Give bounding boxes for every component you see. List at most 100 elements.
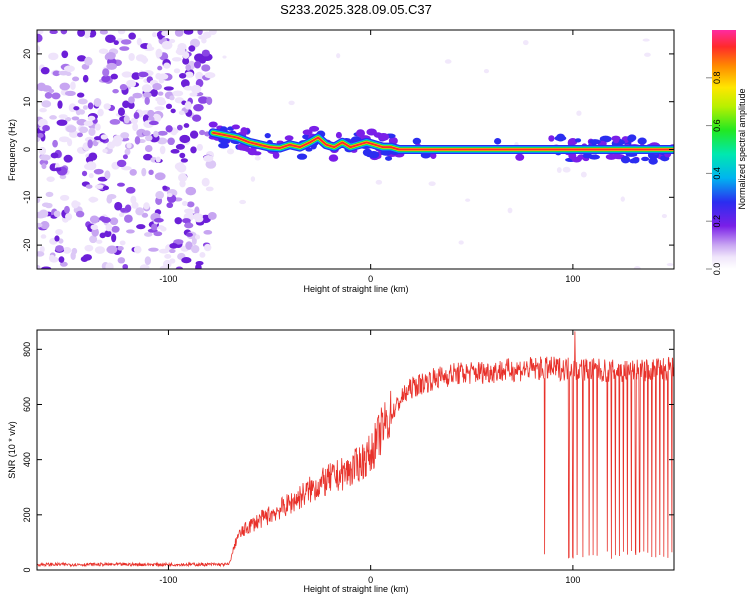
- spectrogram-noise-cell: [201, 177, 210, 187]
- spectrogram-noise-cell: [97, 176, 108, 182]
- spectrogram-noise-cell: [44, 202, 53, 209]
- spectrogram-noise-cell: [48, 88, 55, 94]
- spectrogram-noise-cell: [200, 56, 211, 61]
- spectrogram-noise-cell: [185, 64, 192, 71]
- spectrogram-noise-cell: [116, 159, 127, 168]
- spectrogram-noise-cell: [181, 200, 188, 206]
- spectrogram-noise-cell: [105, 51, 116, 60]
- spectrogram-noise-cell: [136, 37, 142, 46]
- spectrogram-noise-cell: [183, 123, 190, 128]
- spectrogram-noise-cell: [58, 70, 69, 76]
- spectrogram-y-tick-label: 20: [22, 49, 32, 59]
- spectrogram-noise-cell: [133, 111, 140, 120]
- spectrogram-faint-cell: [239, 199, 247, 205]
- spectrogram-noise-cell: [124, 214, 133, 223]
- spectrogram-x-ticks: -100 0 100: [159, 30, 580, 284]
- spectrogram-noise-cell: [106, 245, 118, 254]
- spectrogram-noise-cell: [89, 235, 98, 244]
- spectrogram-noise-cell: [155, 72, 162, 80]
- spectrogram-x-tick-label: 100: [565, 274, 580, 284]
- colorbar-tick-label: 0.2: [712, 215, 722, 228]
- spectrogram-noise-cell: [37, 222, 43, 228]
- spectrogram-noise-cell: [119, 240, 126, 246]
- spectrogram-noise-cell: [146, 43, 152, 51]
- spectrogram-noise-cell: [153, 130, 159, 138]
- spectrogram-noise-cell: [148, 169, 154, 176]
- spectrogram-noise-cell: [196, 143, 203, 151]
- spectrogram-ridge-cell: [309, 125, 320, 132]
- snr-frame: [36, 329, 675, 571]
- spectrogram-noise-cell: [49, 115, 57, 120]
- spectrogram-noise-cell: [78, 109, 86, 115]
- spectrogram-faint-cell: [556, 167, 562, 173]
- spectrogram-noise-cell: [175, 266, 184, 269]
- spectrogram-ridge-cell: [247, 148, 257, 156]
- spectrogram-noise-cell: [95, 239, 103, 244]
- spectrogram-noise-cell: [128, 96, 135, 104]
- snr-ylabel: SNR (10 * v/v): [7, 421, 17, 479]
- spectrogram-noise-cell: [110, 73, 118, 80]
- spectrogram-ridge-cell: [368, 150, 380, 159]
- spectrogram-noise-cell: [171, 57, 182, 62]
- spectrogram-noise-cell: [58, 238, 64, 244]
- spectrogram-noise-cell: [93, 97, 102, 107]
- spectrogram-noise-cell: [124, 148, 131, 156]
- spectrogram-noise-cell: [76, 92, 85, 98]
- spectrogram-noise-cell: [163, 62, 171, 69]
- spectrogram-noise-cell: [143, 232, 153, 237]
- spectrogram-noise-cell: [123, 115, 130, 124]
- spectrogram-noise-cell: [83, 120, 94, 127]
- spectrogram-faint-cell: [644, 52, 651, 57]
- spectrogram-noise-cell: [153, 231, 163, 237]
- spectrogram-noise-cell: [157, 137, 168, 145]
- spectrogram-noise-cell: [181, 257, 192, 264]
- spectrogram-noise-cell: [185, 241, 193, 250]
- spectrogram-ridge-cell: [641, 156, 650, 162]
- spectrogram-noise-cell: [102, 185, 109, 191]
- spectrogram-noise-cell: [157, 130, 168, 136]
- spectrogram-noise-cell: [40, 67, 50, 75]
- spectrogram-noise-cell: [180, 79, 190, 88]
- spectrogram-noise-cell: [161, 30, 170, 37]
- spectrogram-noise-cell: [191, 244, 200, 254]
- spectrogram-ridge-cell: [610, 153, 623, 159]
- spectrogram-noise-cell: [130, 195, 137, 204]
- spectrogram-noise-cell: [143, 202, 150, 210]
- spectrogram-noise-cell: [194, 206, 200, 215]
- spectrogram-noise-cell: [61, 50, 69, 59]
- spectrogram-noise-cell: [180, 158, 189, 163]
- spectrogram-noise-cell: [71, 116, 80, 121]
- spectrogram-noise-cell: [198, 129, 206, 136]
- spectrogram-noise-cell: [39, 154, 51, 161]
- spectrogram-noise-cell: [159, 145, 166, 155]
- spectrogram-noise-cell: [164, 254, 172, 259]
- spectrogram-faint-cell: [483, 69, 490, 74]
- spectrogram-noise-cell: [118, 212, 125, 218]
- spectrogram-faint-cell: [620, 196, 625, 202]
- spectrogram-noise-cell: [87, 139, 93, 149]
- spectrogram-ridge-cell: [548, 135, 555, 142]
- spectrogram-noise-cell: [142, 91, 152, 99]
- colorbar-tick-label: 0.4: [712, 167, 722, 180]
- spectrogram-noise-cell: [128, 52, 135, 61]
- spectrogram-faint-cell: [633, 266, 641, 269]
- spectrogram-noise-cell: [129, 169, 137, 176]
- spectrogram-y-tick-label: -10: [22, 191, 32, 204]
- spectrogram-noise-cell: [51, 92, 61, 100]
- spectrogram-noise-cell: [59, 82, 71, 91]
- spectrogram-noise-cell: [79, 126, 89, 134]
- spectrogram-noise-cell: [68, 103, 77, 113]
- snr-series-line: [37, 331, 674, 568]
- snr-x-tick-label: 100: [565, 575, 580, 585]
- colorbar-tick-label: 0.8: [712, 72, 722, 85]
- spectrogram-noise-cell: [151, 223, 158, 231]
- spectrogram-noise-cell: [205, 159, 217, 169]
- spectrogram-noise-cell: [38, 146, 47, 155]
- snr-panel: -100 0 100 0 200 400 600 800 Height of straigh…: [7, 329, 675, 594]
- spectrogram-noise-cell: [180, 174, 187, 179]
- spectrogram-image: [37, 30, 674, 269]
- spectrogram-noise-cell: [119, 84, 128, 91]
- spectrogram-noise-cell: [127, 101, 135, 109]
- spectrogram-noise-cell: [101, 75, 111, 83]
